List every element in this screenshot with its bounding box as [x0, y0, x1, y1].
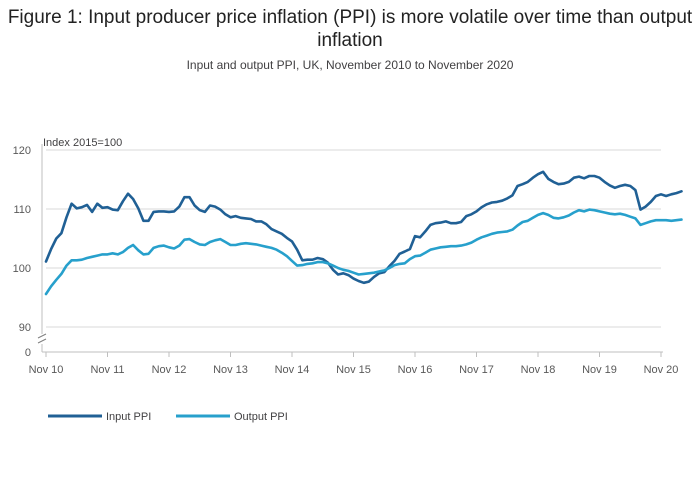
x-tick-label: Nov 15	[336, 364, 371, 376]
chart-title: Figure 1: Input producer price inflation…	[7, 7, 693, 51]
axes: 90 100 110 120 0 Nov 10 Nov 11 Nov 12 Nov 13 Nov …	[13, 144, 679, 376]
legend-label: Input PPI	[106, 411, 151, 423]
x-tick-label: Nov 14	[275, 364, 310, 376]
y-tick-label-120: 120	[13, 145, 31, 157]
legend: Input PPI Output PPI	[48, 411, 288, 423]
chart-subtitle: Input and output PPI, UK, November 2010 …	[186, 58, 514, 72]
x-tick-label: Nov 10	[29, 364, 64, 376]
series-line-input-ppi[interactable]	[44, 170, 683, 285]
y-tick-label-100: 100	[13, 263, 31, 275]
grid-lines	[46, 149, 661, 328]
x-tick-label: Nov 20	[644, 364, 679, 376]
x-tick-label: Nov 17	[459, 364, 494, 376]
x-tick-label: Nov 11	[90, 364, 124, 376]
series-lines	[44, 170, 683, 296]
y-unit-label: Index 2015=100	[43, 137, 122, 149]
x-tick-label: Nov 18	[521, 364, 556, 376]
y-tick-label-110: 110	[13, 204, 31, 216]
x-tick-label: Nov 12	[152, 364, 187, 376]
series-line-output-ppi[interactable]	[44, 208, 683, 296]
legend-label: Output PPI	[234, 411, 288, 423]
x-tick-label: Nov 13	[213, 364, 248, 376]
legend-item-input-ppi[interactable]: Input PPI	[48, 411, 151, 423]
x-tick-label: Nov 19	[582, 364, 617, 376]
y-tick-label-90: 90	[19, 322, 31, 334]
x-tick-label: Nov 16	[398, 364, 433, 376]
y-axis-break-icon	[37, 333, 47, 344]
legend-item-output-ppi[interactable]: Output PPI	[176, 411, 288, 423]
y-tick-label-0: 0	[25, 347, 31, 359]
